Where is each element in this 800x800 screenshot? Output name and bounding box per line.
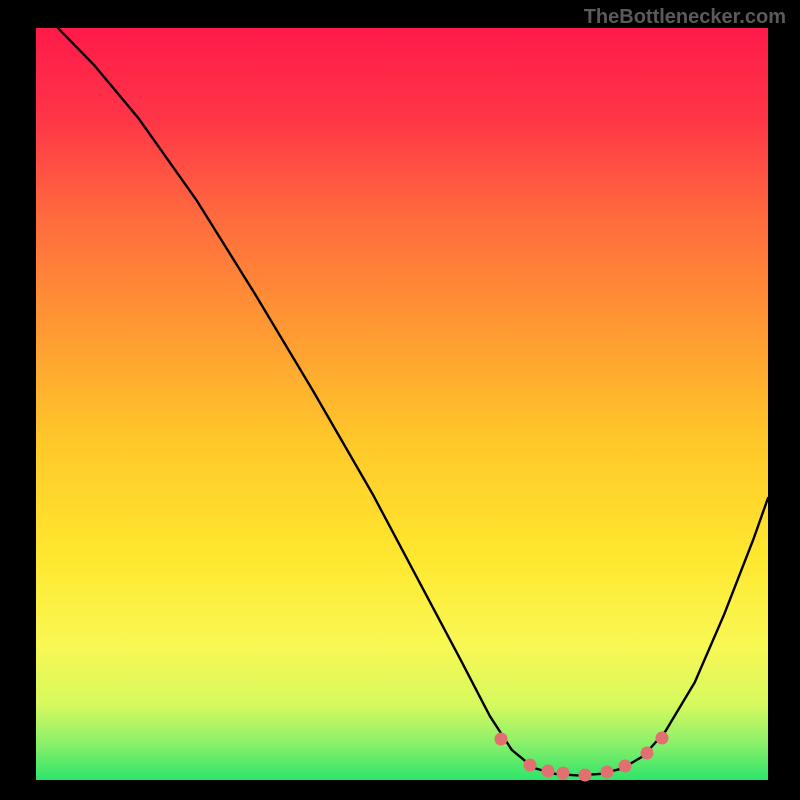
highlight-marker xyxy=(524,758,537,771)
plot-area xyxy=(36,28,768,780)
watermark-text: TheBottlenecker.com xyxy=(584,6,786,29)
highlight-marker xyxy=(600,766,613,779)
highlight-marker xyxy=(641,746,654,759)
highlight-marker xyxy=(494,732,507,745)
highlight-marker xyxy=(619,760,632,773)
chart-container: TheBottlenecker.com xyxy=(0,0,800,800)
highlight-marker xyxy=(579,768,592,781)
highlight-marker xyxy=(557,767,570,780)
marker-layer xyxy=(36,28,768,780)
highlight-marker xyxy=(655,731,668,744)
highlight-marker xyxy=(542,764,555,777)
